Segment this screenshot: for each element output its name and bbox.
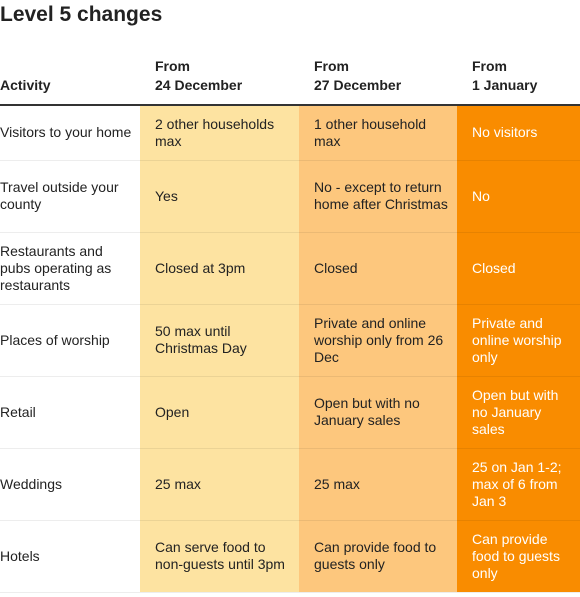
table-body: Visitors to your home 2 other households … [0, 105, 580, 593]
table-cell: Yes [140, 160, 299, 233]
table-row: Restaurants and pubs operating as restau… [0, 232, 580, 305]
table-cell: Visitors to your home [0, 105, 140, 161]
table-cell: Weddings [0, 448, 140, 521]
table-cell: Closed [299, 232, 457, 305]
table-row: Hotels Can serve food to non-guests until… [0, 520, 580, 593]
table-cell: Can provide food to guests only [457, 520, 580, 593]
table-cell: Closed [457, 232, 580, 305]
table-cell: 25 on Jan 1-2; max of 6 from Jan 3 [457, 448, 580, 521]
table-cell: 50 max until Christmas Day [140, 304, 299, 377]
table-cell: No visitors [457, 105, 580, 161]
table-cell: No - except to return home after Christm… [299, 160, 457, 233]
table-cell: Private and online worship only [457, 304, 580, 377]
table-row: Places of worship 50 max until Christmas … [0, 304, 580, 377]
table-row: Visitors to your home 2 other households … [0, 105, 580, 161]
table-cell: Private and online worship only from 26 … [299, 304, 457, 377]
table: Activity From 24 December From 27 December… [0, 52, 580, 593]
header-cell: From 24 December [140, 52, 299, 106]
table-cell: Restaurants and pubs operating as restau… [0, 232, 140, 305]
header-cell: Activity [0, 52, 140, 106]
table-row: Travel outside your county Yes No - except… [0, 160, 580, 233]
title: Level 5 changes [0, 3, 163, 26]
header-cell: From 1 January [457, 52, 580, 106]
table-cell: 25 max [299, 448, 457, 521]
table-row: Retail Open Open but with no January sales… [0, 376, 580, 449]
table-cell: 1 other household max [299, 105, 457, 161]
table-cell: Travel outside your county [0, 160, 140, 233]
table-cell: Can provide food to guests only [299, 520, 457, 593]
table-cell: 2 other households max [140, 105, 299, 161]
table-cell: Open but with no January sales [299, 376, 457, 449]
table-cell: Places of worship [0, 304, 140, 377]
table-cell: Open [140, 376, 299, 449]
table-cell: Can serve food to non-guests until 3pm [140, 520, 299, 593]
header-row: Activity From 24 December From 27 December… [0, 52, 580, 106]
table-cell: No [457, 160, 580, 233]
header-cell: From 27 December [299, 52, 457, 106]
table-cell: Open but with no January sales [457, 376, 580, 449]
table-cell: Closed at 3pm [140, 232, 299, 305]
table-cell: Retail [0, 376, 140, 449]
table-row: Weddings 25 max 25 max 25 on Jan 1-2; max o… [0, 448, 580, 521]
table-cell: Hotels [0, 520, 140, 593]
table-cell: 25 max [140, 448, 299, 521]
